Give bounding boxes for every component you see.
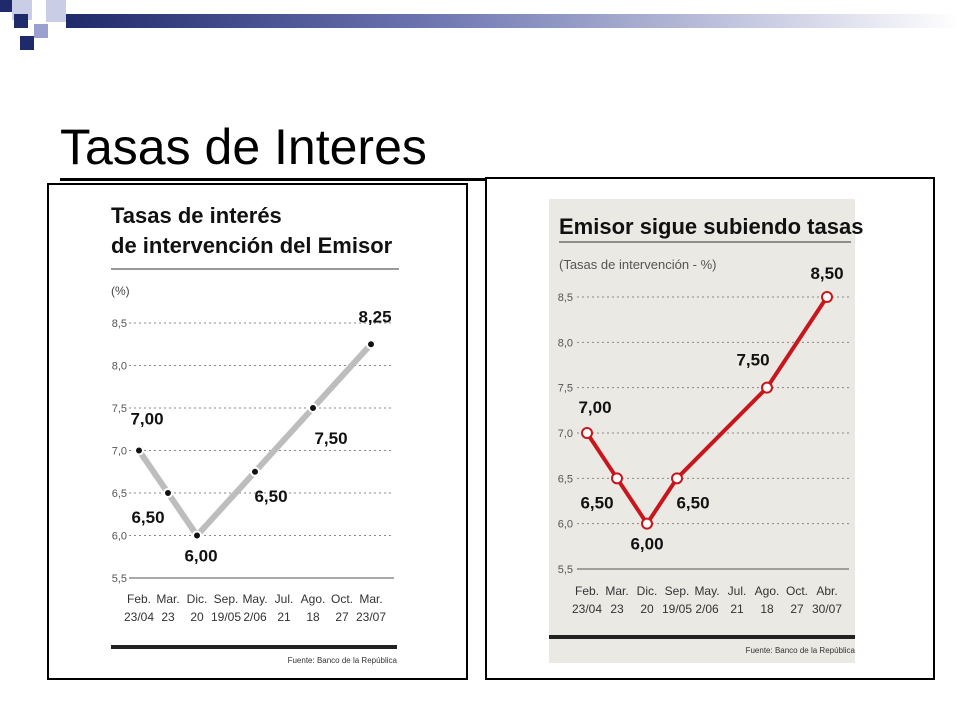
left-x-tick-label-bottom: 23/04 <box>124 610 154 624</box>
header-square-navy-1 <box>0 0 12 12</box>
right-x-tick-label-bottom: 23/04 <box>572 602 602 616</box>
right-data-label: 6,50 <box>676 493 709 512</box>
right-data-label: 6,00 <box>630 535 663 554</box>
left-x-tick-label-bottom: 2/06 <box>243 610 267 624</box>
left-x-tick-label-bottom: 27 <box>335 610 349 624</box>
right-x-tick-label-bottom: 18 <box>760 602 774 616</box>
left-data-point <box>134 445 144 456</box>
right-y-tick-label: 8,0 <box>558 337 573 349</box>
left-x-tick-label-top: Ago. <box>301 592 326 606</box>
left-x-tick-label-bottom: 23/07 <box>356 610 386 624</box>
left-x-tick-label-bottom: 21 <box>277 610 291 624</box>
left-x-tick-label-top: Oct. <box>331 592 353 606</box>
right-y-tick-label: 5,5 <box>558 564 573 576</box>
right-y-tick-label: 8,5 <box>558 292 573 304</box>
header-gradient-bar <box>66 14 960 28</box>
left-data-label: 6,50 <box>131 508 164 527</box>
right-data-point <box>761 381 773 394</box>
slide-title: Tasas de Interes <box>60 119 427 175</box>
left-y-tick-label: 5,5 <box>112 573 127 585</box>
left-source-rule <box>111 645 397 649</box>
left-data-point <box>192 530 202 541</box>
left-x-tick-label-bottom: 23 <box>161 610 175 624</box>
right-y-tick-label: 6,0 <box>558 519 573 531</box>
right-data-point <box>641 517 653 530</box>
left-y-tick-label: 6,5 <box>112 488 127 500</box>
left-line-chart: Tasas de interés de intervención del Emis… <box>111 203 399 665</box>
right-data-point <box>671 472 683 485</box>
right-x-tick-label-bottom: 19/05 <box>662 602 692 616</box>
right-data-point <box>581 427 593 439</box>
right-x-tick-label-top: Mar. <box>605 584 628 598</box>
left-x-tick-label-bottom: 19/05 <box>211 610 241 624</box>
right-data-point <box>821 291 833 303</box>
left-data-label: 7,50 <box>314 429 347 448</box>
right-x-tick-label-bottom: 23 <box>610 602 624 616</box>
right-y-tick-label: 6,5 <box>558 473 573 485</box>
left-y-tick-label: 8,0 <box>112 361 127 373</box>
right-x-tick-label-bottom: 30/07 <box>812 602 842 616</box>
header-square-navy-3 <box>20 36 34 50</box>
right-x-tick-label-bottom: 21 <box>730 602 744 616</box>
left-data-label: 7,00 <box>130 410 163 429</box>
right-line-chart: Emisor sigue subiendo tasas (Tasas de int… <box>549 199 863 663</box>
header-square-navy-2 <box>14 14 28 28</box>
right-series-line <box>585 295 829 526</box>
left-y-axis-label: (%) <box>111 284 130 298</box>
right-chart-panel: Emisor sigue subiendo tasas (Tasas de int… <box>485 177 935 680</box>
right-x-tick-label-top: Abr. <box>816 584 837 598</box>
title-underline <box>60 178 500 181</box>
header-square-light-3 <box>46 0 66 22</box>
left-data-point <box>250 466 260 477</box>
left-chart-title-line-1: Tasas de interés <box>111 203 282 228</box>
right-chart-subtitle: (Tasas de intervención - %) <box>559 257 717 272</box>
left-x-tick-label-bottom: 18 <box>306 610 320 624</box>
right-chart-title-line-1: Emisor sigue subiendo tasas <box>559 214 863 239</box>
right-data-label: 6,50 <box>580 493 613 512</box>
right-x-tick-label-top: Oct. <box>786 584 808 598</box>
right-data-label: 8,50 <box>810 264 843 283</box>
left-x-tick-label-top: Feb. <box>127 592 151 606</box>
left-x-tick-label-top: Jul. <box>275 592 294 606</box>
left-data-point <box>308 403 318 413</box>
left-data-point <box>366 339 376 350</box>
left-x-tick-label-top: Mar. <box>156 592 179 606</box>
right-source-rule <box>549 635 855 639</box>
left-source-note: Fuente: Banco de la República <box>288 656 398 665</box>
left-x-tick-label-top: May. <box>242 592 267 606</box>
left-x-tick-label-top: Dic. <box>187 592 208 606</box>
right-x-tick-label-top: Sep. <box>665 584 690 598</box>
right-x-tick-label-top: Feb. <box>575 584 599 598</box>
left-data-label: 8,25 <box>358 307 391 326</box>
left-y-tick-label: 7,5 <box>112 403 127 415</box>
right-data-label: 7,50 <box>736 351 769 370</box>
left-x-tick-label-top: Mar. <box>359 592 382 606</box>
left-chart-title-line-2: de intervención del Emisor <box>111 233 393 258</box>
right-x-tick-label-top: Jul. <box>728 584 747 598</box>
right-x-tick-label-bottom: 2/06 <box>695 602 719 616</box>
header-square-light-2 <box>34 24 48 38</box>
left-y-tick-label: 6,0 <box>112 531 127 543</box>
right-x-tick-label-top: Ago. <box>755 584 780 598</box>
right-x-tick-label-bottom: 20 <box>640 602 654 616</box>
right-plot-background <box>549 199 855 663</box>
left-series-line <box>136 342 374 539</box>
left-data-label: 6,50 <box>254 487 287 506</box>
left-chart-panel: Tasas de interés de intervención del Emis… <box>47 183 468 680</box>
left-y-tick-label: 8,5 <box>112 318 127 330</box>
right-x-tick-label-bottom: 27 <box>790 602 804 616</box>
right-data-label: 7,00 <box>578 398 611 417</box>
right-data-point <box>611 472 623 485</box>
right-source-note: Fuente: Banco de la República <box>746 646 856 655</box>
right-x-tick-label-top: May. <box>694 584 719 598</box>
left-y-tick-label: 7,0 <box>112 446 127 458</box>
left-data-point <box>163 488 173 498</box>
right-y-tick-label: 7,0 <box>558 428 573 440</box>
right-y-tick-label: 7,5 <box>558 383 573 395</box>
left-x-tick-label-bottom: 20 <box>190 610 204 624</box>
left-data-label: 6,00 <box>184 547 217 566</box>
left-x-tick-label-top: Sep. <box>214 592 239 606</box>
right-x-tick-label-top: Dic. <box>637 584 658 598</box>
